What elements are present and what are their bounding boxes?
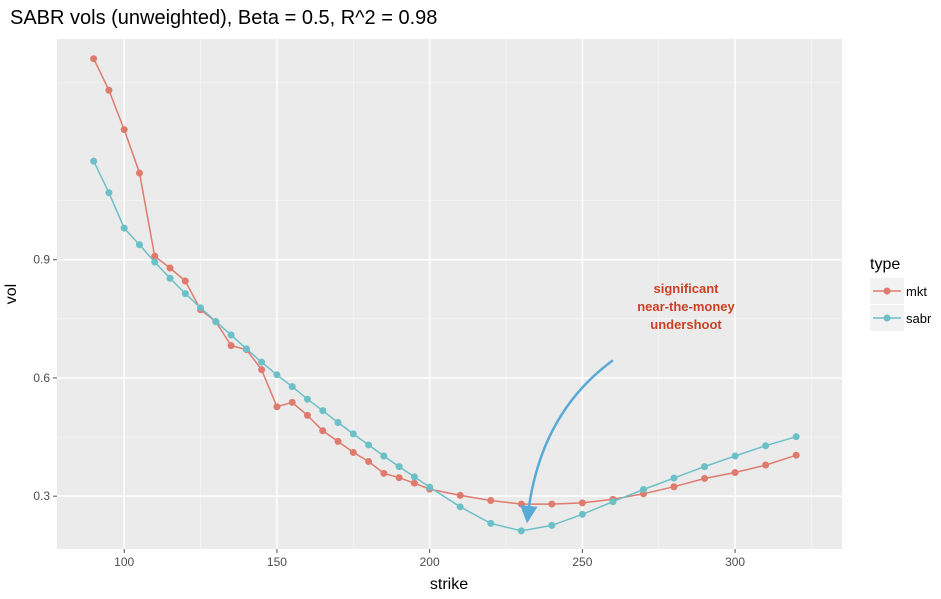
data-point-sabr <box>380 452 388 460</box>
y-tick-label: 0.3 <box>33 489 50 503</box>
data-point-mkt <box>273 403 281 411</box>
data-point-sabr <box>334 418 342 426</box>
data-point-sabr <box>166 274 174 282</box>
data-point-sabr <box>578 510 586 518</box>
data-point-mkt <box>670 483 678 491</box>
series-sabr <box>90 157 800 535</box>
grid-minor <box>57 39 842 549</box>
data-point-sabr <box>701 463 709 471</box>
data-point-mkt <box>90 55 98 63</box>
data-point-mkt <box>380 469 388 477</box>
data-point-sabr <box>639 485 647 493</box>
data-point-sabr <box>395 463 403 471</box>
annotation-line-3: undershoot <box>650 317 722 332</box>
data-point-sabr <box>349 430 357 438</box>
data-point-mkt <box>135 169 143 177</box>
data-point-mkt <box>762 461 770 469</box>
data-point-sabr <box>288 383 296 391</box>
data-point-mkt <box>731 469 739 477</box>
legend-label-mkt: mkt <box>906 284 927 299</box>
data-point-mkt <box>792 451 800 459</box>
data-point-mkt <box>303 411 311 419</box>
y-tick-label: 0.6 <box>33 371 50 385</box>
data-point-mkt <box>166 264 174 272</box>
x-axis-title: strike <box>430 576 468 593</box>
data-point-mkt <box>517 500 525 508</box>
x-tick-label: 200 <box>420 555 440 569</box>
legend-label-sabr: sabr <box>906 311 932 326</box>
data-point-mkt <box>701 474 709 482</box>
data-point-mkt <box>548 500 556 508</box>
data-point-sabr <box>273 371 281 379</box>
data-point-sabr <box>609 498 617 506</box>
data-point-mkt <box>288 398 296 406</box>
data-point-sabr <box>151 258 159 266</box>
data-point-sabr <box>670 474 678 482</box>
data-point-sabr <box>303 395 311 403</box>
data-point-mkt <box>105 86 113 94</box>
data-point-mkt <box>181 277 189 285</box>
y-axis-title: vol <box>3 284 20 304</box>
series-layer <box>90 55 800 535</box>
data-point-sabr <box>792 433 800 441</box>
plot-panel <box>57 39 842 549</box>
data-point-sabr <box>548 521 556 529</box>
data-point-mkt <box>151 252 159 260</box>
data-point-mkt <box>365 458 373 466</box>
data-point-sabr <box>258 358 266 366</box>
data-point-sabr <box>120 224 128 232</box>
data-point-sabr <box>456 503 464 511</box>
x-tick-label: 150 <box>267 555 287 569</box>
data-point-sabr <box>105 189 113 197</box>
data-point-mkt <box>410 479 418 487</box>
annotation-arrow <box>520 359 614 524</box>
x-tick-label: 100 <box>114 555 134 569</box>
data-point-sabr <box>517 527 525 535</box>
legend-point-sabr <box>883 314 891 322</box>
legend-title: type <box>870 256 900 273</box>
data-point-sabr <box>319 407 327 415</box>
y-axis: 0.3 0.6 0.9 <box>33 253 57 503</box>
data-point-sabr <box>242 345 250 353</box>
data-point-mkt <box>258 366 266 374</box>
data-point-sabr <box>197 304 205 312</box>
data-point-sabr <box>181 290 189 298</box>
data-point-mkt <box>227 342 235 350</box>
y-tick-label: 0.9 <box>33 253 50 267</box>
legend-point-mkt <box>883 287 891 295</box>
data-point-sabr <box>90 157 98 165</box>
x-tick-label: 250 <box>572 555 592 569</box>
data-point-sabr <box>410 473 418 481</box>
data-point-sabr <box>487 519 495 527</box>
data-point-sabr <box>212 318 220 326</box>
x-axis: 100 150 200 250 300 <box>114 549 745 569</box>
data-point-mkt <box>395 474 403 482</box>
data-point-mkt <box>456 491 464 499</box>
data-point-sabr <box>135 241 143 249</box>
data-point-sabr <box>227 331 235 339</box>
data-point-mkt <box>349 448 357 456</box>
data-point-mkt <box>120 126 128 134</box>
x-tick-label: 300 <box>725 555 745 569</box>
legend: type mkt sabr <box>870 256 932 331</box>
data-point-mkt <box>487 497 495 505</box>
data-point-sabr <box>762 442 770 450</box>
data-point-mkt <box>334 437 342 445</box>
annotation: significant near-the-money undershoot <box>520 281 736 524</box>
annotation-line-1: significant <box>653 281 719 296</box>
data-point-mkt <box>319 427 327 435</box>
grid-major <box>57 39 842 549</box>
data-point-sabr <box>426 483 434 491</box>
annotation-line-2: near-the-money <box>637 299 735 314</box>
data-point-mkt <box>578 499 586 507</box>
chart-title: SABR vols (unweighted), Beta = 0.5, R^2 … <box>10 7 437 29</box>
data-point-sabr <box>731 452 739 460</box>
data-point-sabr <box>365 441 373 449</box>
